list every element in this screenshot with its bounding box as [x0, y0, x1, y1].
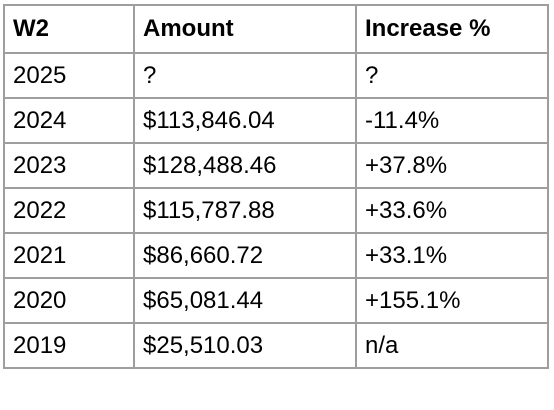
increase-cell: +33.1%	[355, 232, 549, 279]
table-row: 2023 $128,488.46 +37.8%	[3, 142, 549, 189]
year-cell: 2025	[3, 52, 135, 99]
amount-cell: $65,081.44	[133, 277, 357, 324]
year-cell: 2023	[3, 142, 135, 189]
increase-cell: -11.4%	[355, 97, 549, 144]
increase-cell: +33.6%	[355, 187, 549, 234]
increase-cell: +155.1%	[355, 277, 549, 324]
amount-cell: $128,488.46	[133, 142, 357, 189]
increase-cell: n/a	[355, 322, 549, 369]
year-cell: 2022	[3, 187, 135, 234]
amount-cell: ?	[133, 52, 357, 99]
header-w2: W2	[3, 4, 135, 54]
table-row: 2022 $115,787.88 +33.6%	[3, 187, 549, 234]
w2-table: W2 Amount Increase % 2025 ? ? 2024 $113,…	[3, 4, 549, 369]
amount-cell: $113,846.04	[133, 97, 357, 144]
header-amount: Amount	[133, 4, 357, 54]
year-cell: 2020	[3, 277, 135, 324]
table-row: 2021 $86,660.72 +33.1%	[3, 232, 549, 279]
increase-cell: ?	[355, 52, 549, 99]
year-cell: 2021	[3, 232, 135, 279]
amount-cell: $115,787.88	[133, 187, 357, 234]
year-cell: 2019	[3, 322, 135, 369]
header-row: W2 Amount Increase %	[3, 4, 549, 54]
table-row: 2024 $113,846.04 -11.4%	[3, 97, 549, 144]
header-increase: Increase %	[355, 4, 549, 54]
table-row: 2025 ? ?	[3, 52, 549, 99]
year-cell: 2024	[3, 97, 135, 144]
amount-cell: $86,660.72	[133, 232, 357, 279]
table-row: 2020 $65,081.44 +155.1%	[3, 277, 549, 324]
increase-cell: +37.8%	[355, 142, 549, 189]
table-row: 2019 $25,510.03 n/a	[3, 322, 549, 369]
amount-cell: $25,510.03	[133, 322, 357, 369]
